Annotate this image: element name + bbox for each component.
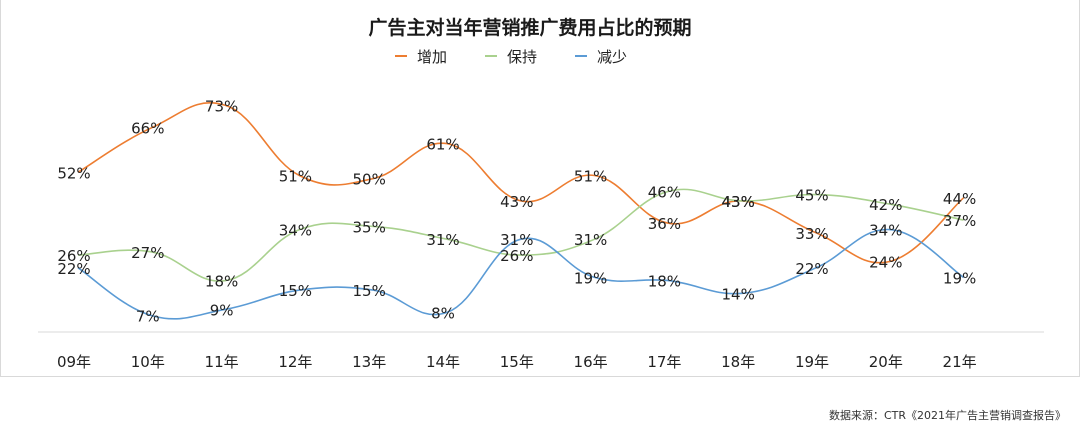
data-label-increase: 36% [648,215,681,233]
data-label-increase: 24% [869,254,902,272]
data-label-increase: 51% [574,168,607,186]
legend: 增加 保持 减少 [395,46,665,66]
data-label-decrease: 31% [500,231,533,249]
legend-swatch-decrease [575,55,588,57]
data-label-decrease: 19% [574,269,607,287]
legend-label-increase: 增加 [417,47,448,66]
data-label-increase: 33% [795,225,828,243]
source-note: 数据来源：CTR《2021年广告主营销调查报告》 [828,409,1066,422]
legend-label-decrease: 减少 [597,47,628,66]
legend-swatch-maintain [485,55,498,57]
data-label-increase: 51% [279,168,312,186]
data-label-maintain: 43% [722,193,755,211]
x-tick-label: 12年 [278,353,312,371]
data-label-decrease: 7% [136,308,160,326]
legend-item-increase: 增加 [395,46,447,67]
legend-label-maintain: 保持 [507,47,538,66]
data-label-decrease: 15% [353,282,386,300]
x-tick-label: 10年 [131,353,165,371]
series-line-decrease [77,228,965,320]
x-tick-label: 21年 [943,353,977,371]
x-tick-label: 09年 [57,353,91,371]
chart-title: 广告主对当年营销推广费用占比的预期 [368,17,692,39]
data-label-decrease: 34% [869,222,902,240]
x-tick-layer: 09年 10年 11年 12年 13年 14年 15年 16年 17年 18年 19年 20年 21年 [57,353,977,371]
data-label-increase: 73% [205,97,238,115]
x-tick-label: 18年 [721,353,755,371]
data-label-decrease: 14% [722,285,755,303]
data-label-decrease: 15% [279,282,312,300]
data-label-decrease: 18% [648,273,681,291]
data-label-increase: 61% [426,136,459,154]
legend-item-decrease: 减少 [575,46,627,67]
series-line-maintain [77,188,964,282]
x-tick-label: 20年 [869,353,903,371]
series-line-increase [77,101,965,264]
x-tick-label: 13年 [352,353,386,371]
data-label-maintain: 45% [795,187,828,205]
data-label-maintain: 31% [574,231,607,249]
data-label-decrease: 22% [795,260,828,278]
x-tick-label: 19年 [795,353,829,371]
data-label-maintain: 34% [279,222,312,240]
data-label-increase: 50% [353,171,386,189]
data-label-maintain: 42% [869,196,902,214]
x-tick-label: 17年 [647,353,681,371]
data-label-increase: 43% [500,193,533,211]
data-label-increase: 43% [722,193,755,211]
data-label-maintain: 27% [131,244,164,262]
data-label-maintain: 46% [648,183,681,201]
data-label-maintain: 31% [426,231,459,249]
data-label-decrease: 19% [943,269,976,287]
data-label-maintain: 26% [500,247,533,265]
data-label-decrease: 8% [431,304,455,322]
x-tick-label: 15年 [500,353,534,371]
data-label-maintain: 37% [943,212,976,230]
data-label-increase: 52% [57,164,90,182]
data-label-maintain: 35% [353,218,386,236]
data-label-decrease: 9% [210,301,234,319]
data-label-decrease: 22% [57,260,90,278]
x-tick-label: 11年 [205,353,239,371]
series-layer [77,101,965,320]
data-label-maintain: 18% [205,273,238,291]
data-label-increase: 66% [131,120,164,138]
data-label-maintain: 26% [57,247,90,265]
legend-item-maintain: 保持 [485,46,537,67]
x-tick-label: 14年 [426,353,460,371]
data-label-increase: 44% [943,190,976,208]
data-label-layer: 52% 66% 73% 51% 50% 61% 43% 51% 36% 43% 33% 24% 44% 2… [57,97,976,325]
x-tick-label: 16年 [574,353,608,371]
legend-swatch-increase [395,55,407,57]
